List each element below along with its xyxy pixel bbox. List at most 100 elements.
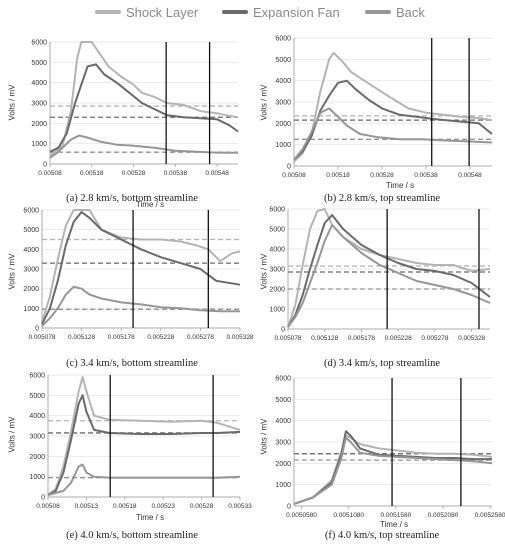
x-tick-label: 0.00508 [36,503,60,510]
x-tick-label: 0.00518 [113,503,137,510]
chart-plot-a: 0 1000 2000 3000 4000 5000 6000 0.00508 0.00518 0… [31,40,239,177]
y-tick-label: 4000 [29,413,45,420]
y-tick-label: 5000 [275,57,291,64]
series-line-expansion-fan [287,214,491,328]
x-tick-label: 0.005278 [187,334,214,341]
x-tick-label: 0.005228 [147,334,174,341]
y-tick-label: 1000 [29,474,45,481]
legend-label-back: Back [396,4,425,20]
legend-item-back: Back [365,3,425,21]
y-axis-label-c: Volts / mV [7,253,17,290]
x-axis-label-e: Time / s [135,513,165,522]
legend-label-expansion-fan: Expansion Fan [253,4,340,20]
y-tick-label: 2000 [275,461,291,468]
series-line-back [49,134,239,159]
x-tick-label: 0.00528 [370,172,394,179]
x-tick-label: 0.005328 [226,334,253,341]
chart-panel-b: 0 1000 2000 3000 4000 5000 6000 0.00508 0.00518 0… [252,28,505,210]
chart-plot-c: 0 1000 2000 3000 4000 5000 6000 0.005078 0.00512… [23,208,254,342]
y-axis-label-f: Volts / mV [259,418,269,455]
x-tick-label: 0.00528 [190,503,214,510]
legend-label-shock-layer: Shock Layer [126,4,199,20]
y-tick-label: 5000 [23,227,39,234]
x-tick-label: 0.0051080 [333,512,364,519]
chart-plot-d: 0 1000 2000 3000 4000 5000 6000 0.005078 0.00512… [269,207,491,342]
y-tick-label: 5000 [269,227,285,234]
series-line-shock-layer [293,51,493,163]
y-tick-label: 6000 [275,36,291,43]
y-tick-label: 1000 [275,482,291,489]
chart-panel-e: 0 1000 2000 3000 4000 5000 6000 0.00508 0.00513 0… [0,370,253,550]
x-tick-label: 0.00523 [151,503,175,510]
x-tick-label: 0.005178 [108,334,135,341]
chart-panel-d: 0 1000 2000 3000 4000 5000 6000 0.005078 0.00512… [252,205,505,380]
x-tick-label: 0.0052080 [428,512,459,519]
series-line-expansion-fan [47,394,241,496]
y-tick-label: 5000 [29,393,45,400]
x-tick-label: 0.005178 [348,335,375,342]
y-tick-label: 4000 [31,80,47,87]
y-tick-label: 4000 [269,247,285,254]
y-tick-label: 5000 [275,397,291,404]
x-tick-label: 0.00528 [122,170,146,177]
x-tick-label: 0.00538 [164,170,188,177]
series-line-shock-layer [293,434,493,505]
y-tick-label: 3000 [269,267,285,274]
series-line-back [293,436,493,505]
y-tick-label: 3000 [275,440,291,447]
caption-d: (d) 3.4 km/s, top streamline [323,358,441,369]
chart-panel-f: 0 1000 2000 3000 4000 5000 6000 0.0050580 0.0051… [252,370,505,550]
y-tick-label: 0 [287,164,291,171]
x-tick-label: 0.00533 [228,503,252,510]
chart-plot-f: 0 1000 2000 3000 4000 5000 6000 0.0050580 0.0051… [275,376,505,520]
y-tick-label: 3000 [275,100,291,107]
y-tick-label: 3000 [31,101,47,108]
chart-panel-a: 0 1000 2000 3000 4000 5000 6000 0.00508 0.00518 0… [0,28,252,210]
y-tick-label: 0 [281,327,285,334]
chart-legend: Shock Layer Expansion Fan Back [0,0,505,24]
y-axis-label-a: Volts / mV [7,84,17,121]
y-tick-label: 2000 [275,121,291,128]
y-tick-label: 4000 [275,78,291,85]
y-tick-label: 2000 [29,454,45,461]
y-tick-label: 5000 [31,60,47,67]
legend-item-expansion-fan: Expansion Fan [222,3,340,21]
y-tick-label: 6000 [275,376,291,383]
y-tick-label: 1000 [275,142,291,149]
y-axis-label-e: Volts / mV [7,416,17,453]
x-tick-label: 0.00508 [282,172,306,179]
x-tick-label: 0.005128 [311,335,338,342]
y-tick-label: 2000 [31,121,47,128]
series-line-back [287,224,491,328]
legend-swatch-back [365,10,391,14]
chart-plot-b: 0 1000 2000 3000 4000 5000 6000 0.00508 0.00518 0… [275,36,493,179]
x-tick-label: 0.00548 [458,172,482,179]
series-line-expansion-fan [41,211,241,325]
series-line-back [47,463,241,496]
y-tick-label: 0 [41,495,45,502]
series-line-shock-layer [47,376,241,496]
y-tick-label: 1000 [269,307,285,314]
x-tick-label: 0.00508 [38,170,62,177]
y-tick-label: 2000 [23,286,39,293]
x-tick-label: 0.005078 [28,334,55,341]
y-tick-label: 6000 [31,40,47,47]
y-axis-label-b: Volts / mV [259,84,269,121]
y-tick-label: 0 [287,504,291,511]
x-axis-label-a: Time / s [135,200,165,209]
y-tick-label: 0 [43,162,47,169]
x-tick-label: 0.005228 [385,335,412,342]
x-tick-label: 0.005328 [458,335,485,342]
legend-swatch-expansion-fan [222,10,248,14]
x-tick-label: 0.00513 [75,503,99,510]
y-tick-label: 0 [35,326,39,333]
x-tick-label: 0.005278 [421,335,448,342]
y-tick-label: 3000 [29,434,45,441]
y-tick-label: 6000 [23,208,39,215]
y-tick-label: 6000 [29,373,45,380]
y-tick-label: 3000 [23,267,39,274]
y-tick-label: 1000 [31,141,47,148]
x-tick-label: 0.00538 [414,172,438,179]
caption-e: (e) 4.0 km/s, bottom streamline [66,530,198,541]
series-line-shock-layer [41,209,241,323]
